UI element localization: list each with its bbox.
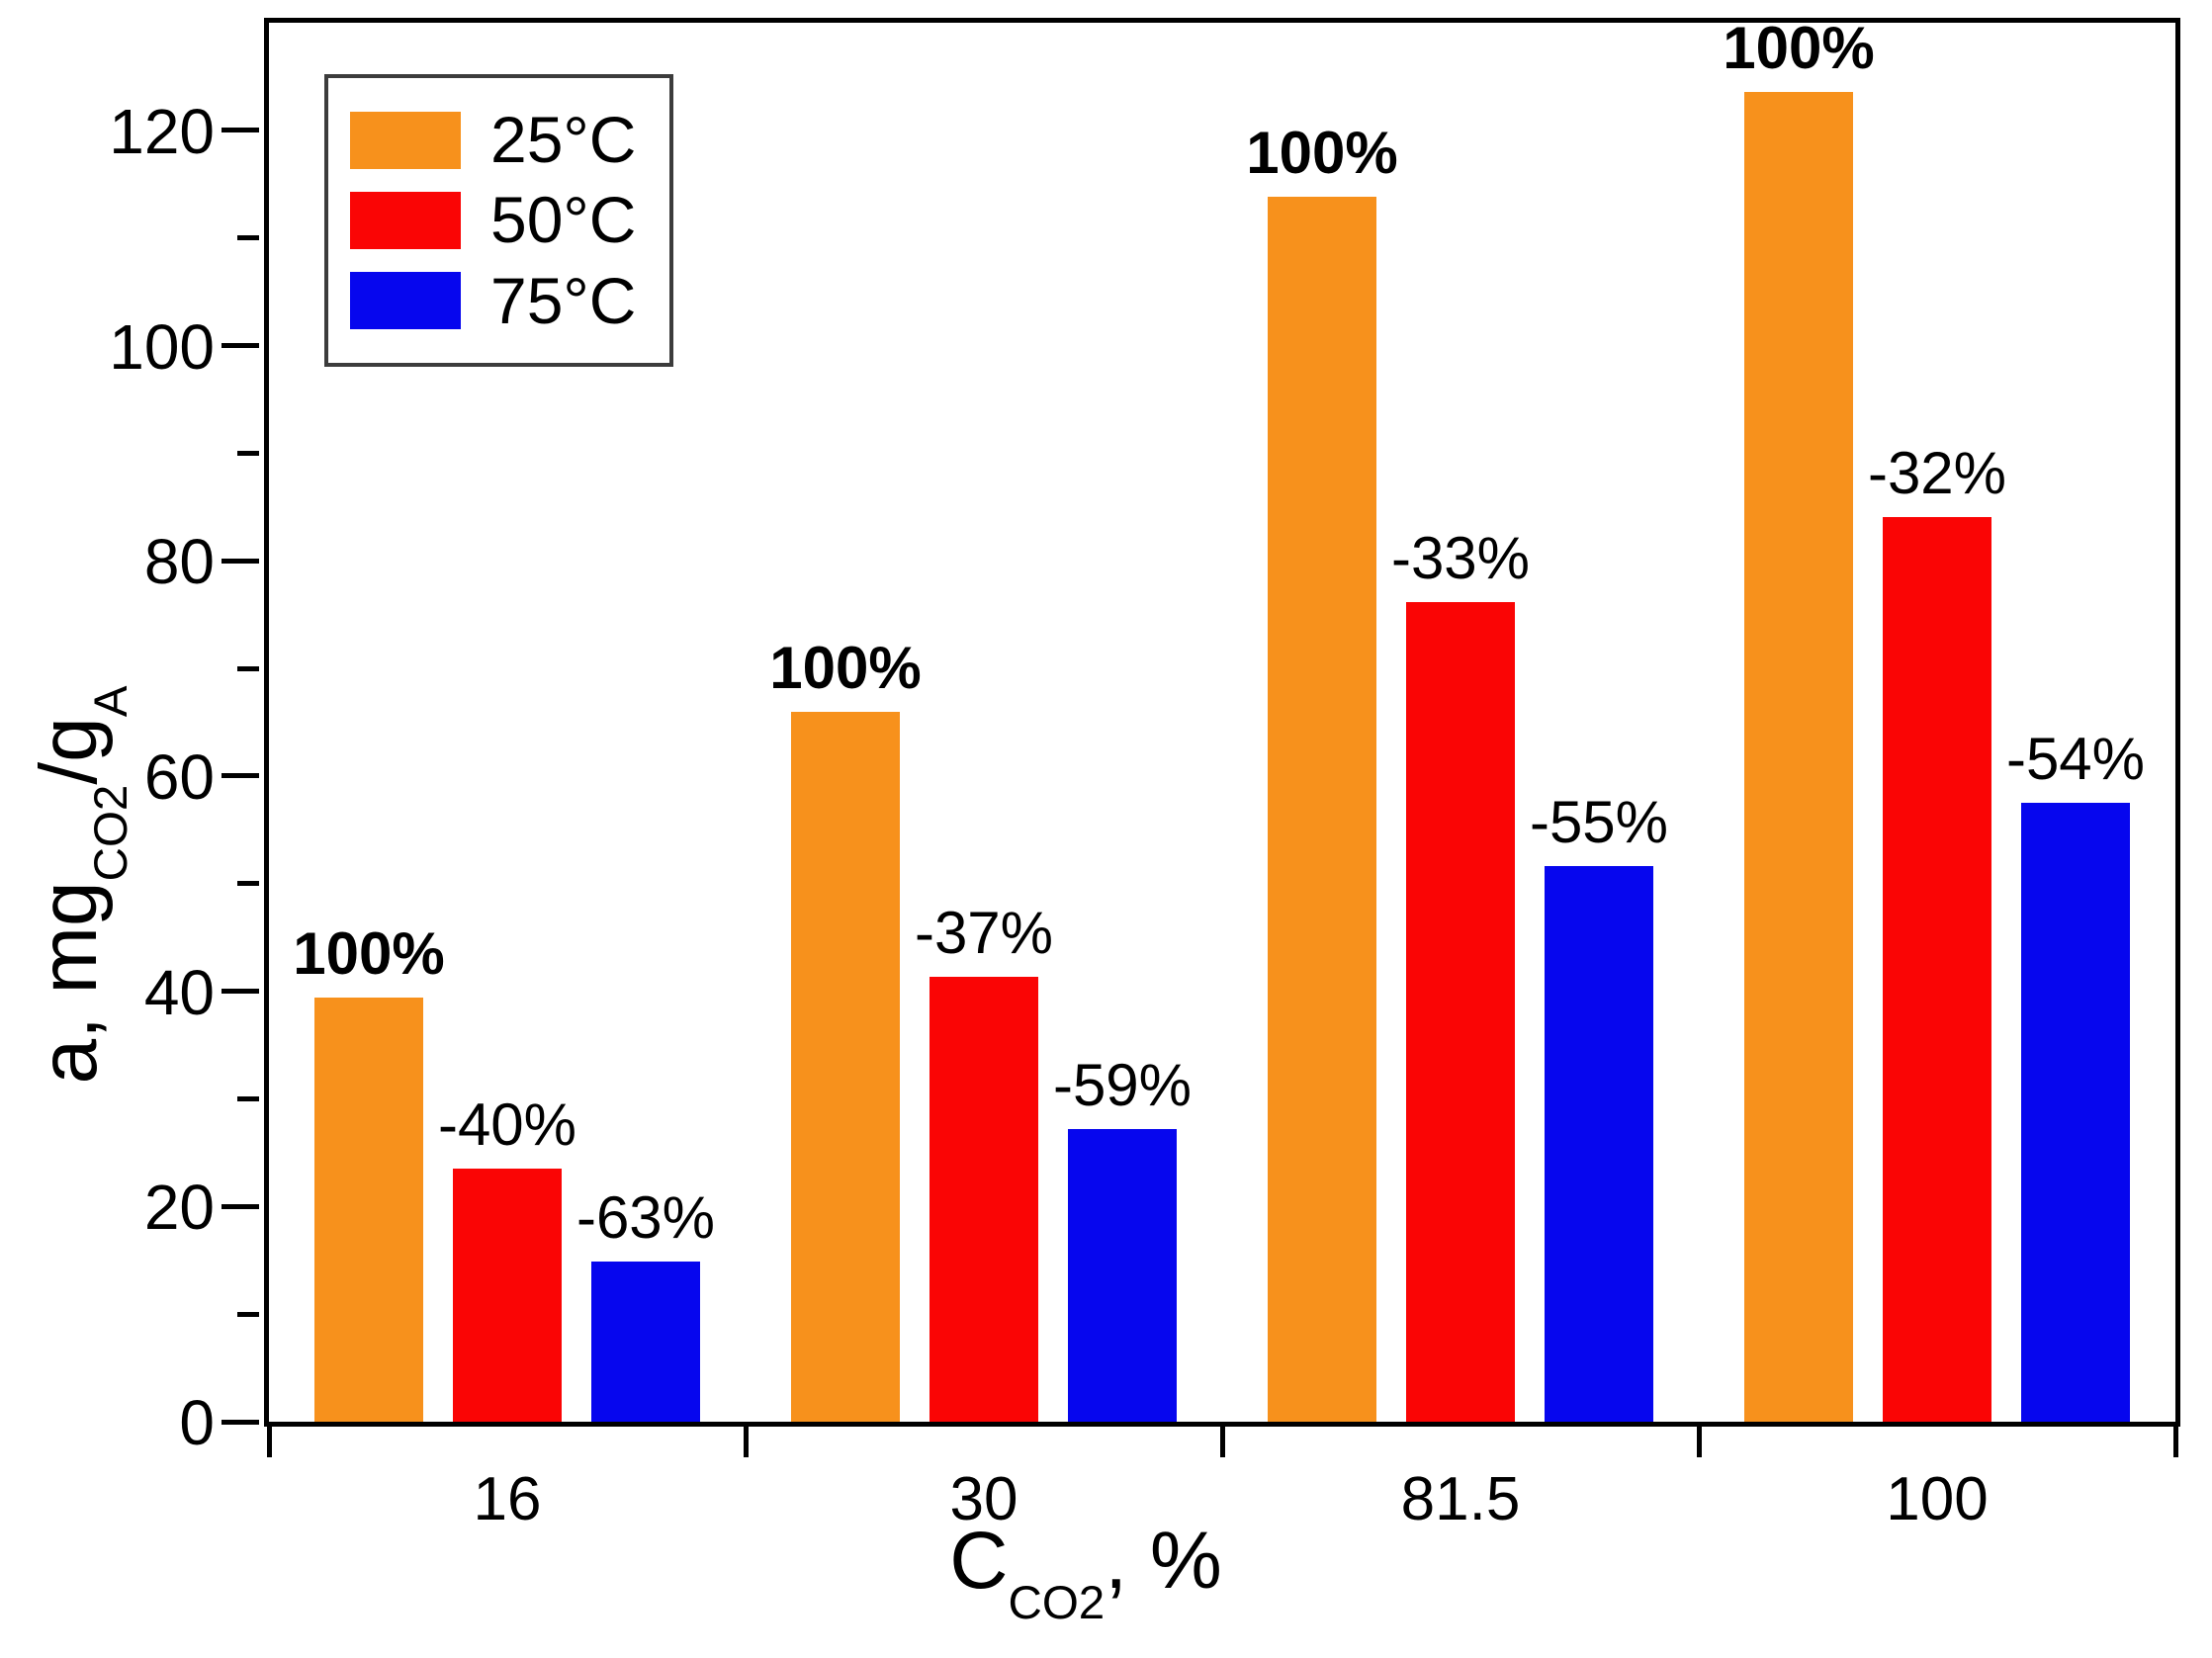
bar-label-s0-c30: 100% <box>769 634 922 701</box>
bar-s0-c81.5 <box>1268 197 1376 1422</box>
bar-s0-c16 <box>314 998 423 1422</box>
legend-swatch-25°C <box>350 111 461 169</box>
bar-label-s1-c100: -32% <box>1867 439 2007 506</box>
bar-s2-c81.5 <box>1545 866 1653 1422</box>
bar-label-s0-c16: 100% <box>293 920 445 988</box>
legend-item-75°C: 75°C <box>350 263 637 337</box>
bar-s2-c100 <box>2021 803 2130 1422</box>
x-tick-4 <box>2172 1422 2178 1457</box>
x-axis-title: CCO2, % <box>949 1521 1221 1626</box>
x-tick-1 <box>743 1422 749 1457</box>
legend-label-50°C: 50°C <box>490 183 637 257</box>
bar-s1-c81.5 <box>1406 601 1515 1422</box>
bar-s2-c30 <box>1068 1128 1177 1422</box>
y-minor-tick-30 <box>237 1095 259 1101</box>
bar-label-s1-c30: -37% <box>914 900 1054 967</box>
x-tick-2 <box>1219 1422 1225 1457</box>
bar-label-s2-c81.5: -55% <box>1529 789 1669 856</box>
y-axis-title-sub-a: A <box>84 685 137 718</box>
y-tick-label-120: 120 <box>109 95 215 167</box>
x-axis-title-sub-co2: CO2 <box>1008 1576 1106 1629</box>
legend-item-25°C: 25°C <box>350 103 637 176</box>
legend: 25°C 50°C 75°C <box>324 74 674 367</box>
y-major-tick-60 <box>221 773 259 779</box>
bar-label-s0-c81.5: 100% <box>1246 120 1398 187</box>
y-tick-label-40: 40 <box>143 956 215 1028</box>
x-axis-title-unit: , % <box>1105 1516 1222 1606</box>
legend-swatch-50°C <box>350 191 461 249</box>
x-tick-label-100: 100 <box>1886 1465 1989 1533</box>
y-minor-tick-10 <box>237 1311 259 1317</box>
x-tick-label-81.5: 81.5 <box>1400 1465 1521 1533</box>
y-tick-label-0: 0 <box>179 1387 215 1458</box>
y-tick-label-60: 60 <box>143 741 215 813</box>
y-tick-label-80: 80 <box>143 526 215 598</box>
bar-s1-c16 <box>453 1169 562 1422</box>
y-minor-tick-110 <box>237 235 259 241</box>
legend-label-25°C: 25°C <box>490 103 637 176</box>
legend-label-75°C: 75°C <box>490 263 637 337</box>
x-tick-3 <box>1696 1422 1702 1457</box>
x-tick-label-16: 16 <box>473 1465 542 1533</box>
y-major-tick-80 <box>221 558 259 564</box>
plot-area: 0 20 40 60 80 100 120 16 30 81.5 100 100% 100% 100% 10… <box>109 14 2180 1530</box>
bar-label-s2-c30: -59% <box>1052 1051 1193 1118</box>
y-tick-label-100: 100 <box>109 310 215 383</box>
y-tick-label-20: 20 <box>143 1172 215 1244</box>
bar-s0-c100 <box>1744 91 1853 1422</box>
y-major-tick-20 <box>221 1203 259 1209</box>
y-major-tick-100 <box>221 343 259 349</box>
y-major-tick-0 <box>221 1419 259 1425</box>
y-minor-tick-90 <box>237 450 259 456</box>
x-tick-0 <box>266 1422 272 1457</box>
x-axis-title-text: C <box>949 1516 1009 1606</box>
y-major-tick-40 <box>221 989 259 995</box>
bar-label-s1-c16: -40% <box>437 1091 577 1159</box>
legend-item-50°C: 50°C <box>350 183 637 257</box>
bar-s0-c30 <box>791 711 900 1422</box>
y-minor-tick-70 <box>237 665 259 671</box>
y-major-tick-120 <box>221 128 259 133</box>
bar-s1-c100 <box>1883 516 1991 1422</box>
legend-swatch-75°C <box>350 272 461 330</box>
bar-s2-c16 <box>591 1261 700 1422</box>
bar-label-s1-c81.5: -33% <box>1390 524 1531 591</box>
bar-label-s2-c100: -54% <box>2005 726 2146 793</box>
x-tick-label-30: 30 <box>949 1465 1018 1533</box>
y-minor-tick-50 <box>237 881 259 887</box>
bar-label-s2-c16: -63% <box>575 1183 716 1251</box>
bar-label-s0-c100: 100% <box>1723 14 1875 81</box>
bar-s1-c30 <box>929 977 1038 1422</box>
